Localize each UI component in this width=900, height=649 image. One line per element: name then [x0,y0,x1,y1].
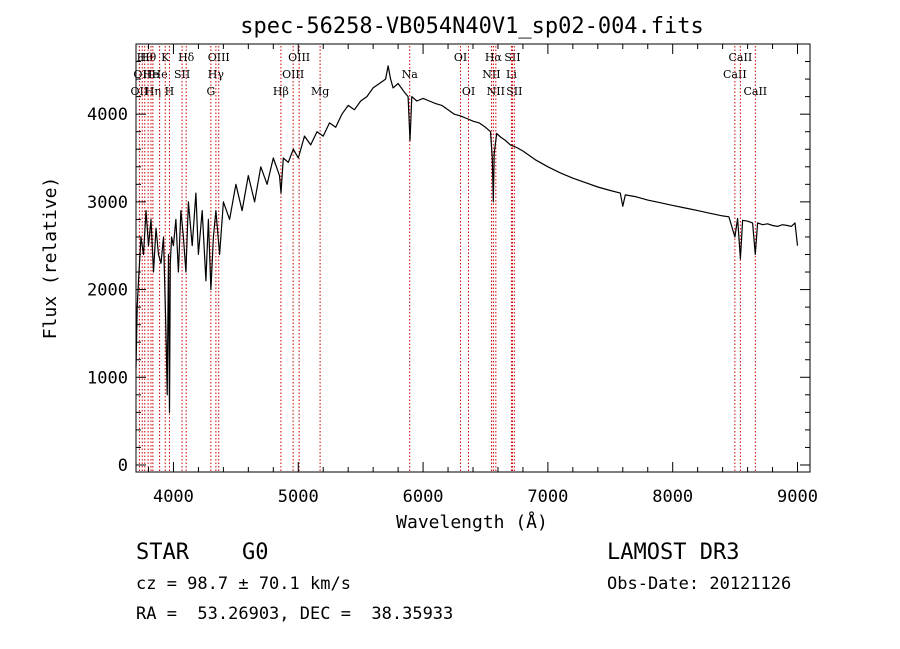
line-label-20: OI [462,85,475,98]
line-label-21: NII [482,68,500,81]
line-label-5: Hη [145,85,161,98]
line-label-26: SII [506,85,522,98]
x-tick-label: 5000 [278,487,319,507]
line-label-10: Hδ [178,51,195,64]
emission-line-markers: OIIOIIHθHθHeHηHeKHSIIHδGHγOIIIHβOIIIOIII… [131,46,767,472]
line-label-23: NII [487,85,505,98]
line-label-0: OII [131,85,149,98]
x-tick-label: 8000 [652,487,693,507]
y-axis: 0 1000 2000 3000 4000 [87,61,810,476]
line-label-13: OIII [208,51,230,64]
line-label-24: Li [506,68,517,81]
y-tick-label: 2000 [87,281,128,301]
coordinates: RA = 53.26903, DEC = 38.35933 [136,604,454,624]
line-label-18: Na [402,68,419,81]
line-label-25: SII [504,51,520,64]
series-flux [135,65,799,413]
x-axis-label: Wavelength (Å) [396,511,548,533]
y-axis-label: Flux (relative) [40,177,61,340]
line-label-27: CaII [723,68,747,81]
plot-frame [135,43,811,473]
line-label-28: CaII [729,51,753,64]
line-label-16: OIII [288,51,310,64]
spectrum-series [135,65,799,413]
line-label-7: K [161,51,170,64]
line-label-6: He [152,68,168,81]
observation-date: Obs-Date: 20121126 [607,574,792,594]
x-tick-label: 7000 [527,487,568,507]
y-tick-label: 4000 [87,105,128,125]
x-tick-label: 9000 [777,487,818,507]
line-label-2: Hθ [137,51,154,64]
redshift-velocity: cz = 98.7 ± 70.1 km/s [136,574,351,594]
line-label-12: Hγ [208,68,225,81]
line-label-9: SII [174,68,190,81]
line-label-8: H [165,85,175,98]
chart-title: spec-56258-VB054N40V1_sp02-004.fits [240,14,704,39]
survey-name: LAMOST DR3 [607,540,740,565]
object-class: STAR [136,540,189,565]
line-label-14: Hβ [273,85,289,98]
y-tick-label: 3000 [87,193,128,213]
x-axis: 4000 5000 6000 7000 8000 9000 [147,44,818,507]
y-tick-label: 1000 [87,368,128,388]
subclass: G0 [242,540,269,565]
line-label-19: OI [454,51,467,64]
line-label-15: OIII [282,68,304,81]
line-label-1: OII [133,68,151,81]
line-label-29: CaII [743,85,767,98]
line-label-22: Hα [485,51,503,64]
line-label-17: Mg [311,85,329,98]
line-label-4: He [143,68,159,81]
y-tick-label: 0 [118,456,128,476]
line-label-11: G [206,85,215,98]
line-label-3: Hθ [140,51,157,64]
x-tick-label: 6000 [403,487,444,507]
x-tick-label: 4000 [153,487,194,507]
